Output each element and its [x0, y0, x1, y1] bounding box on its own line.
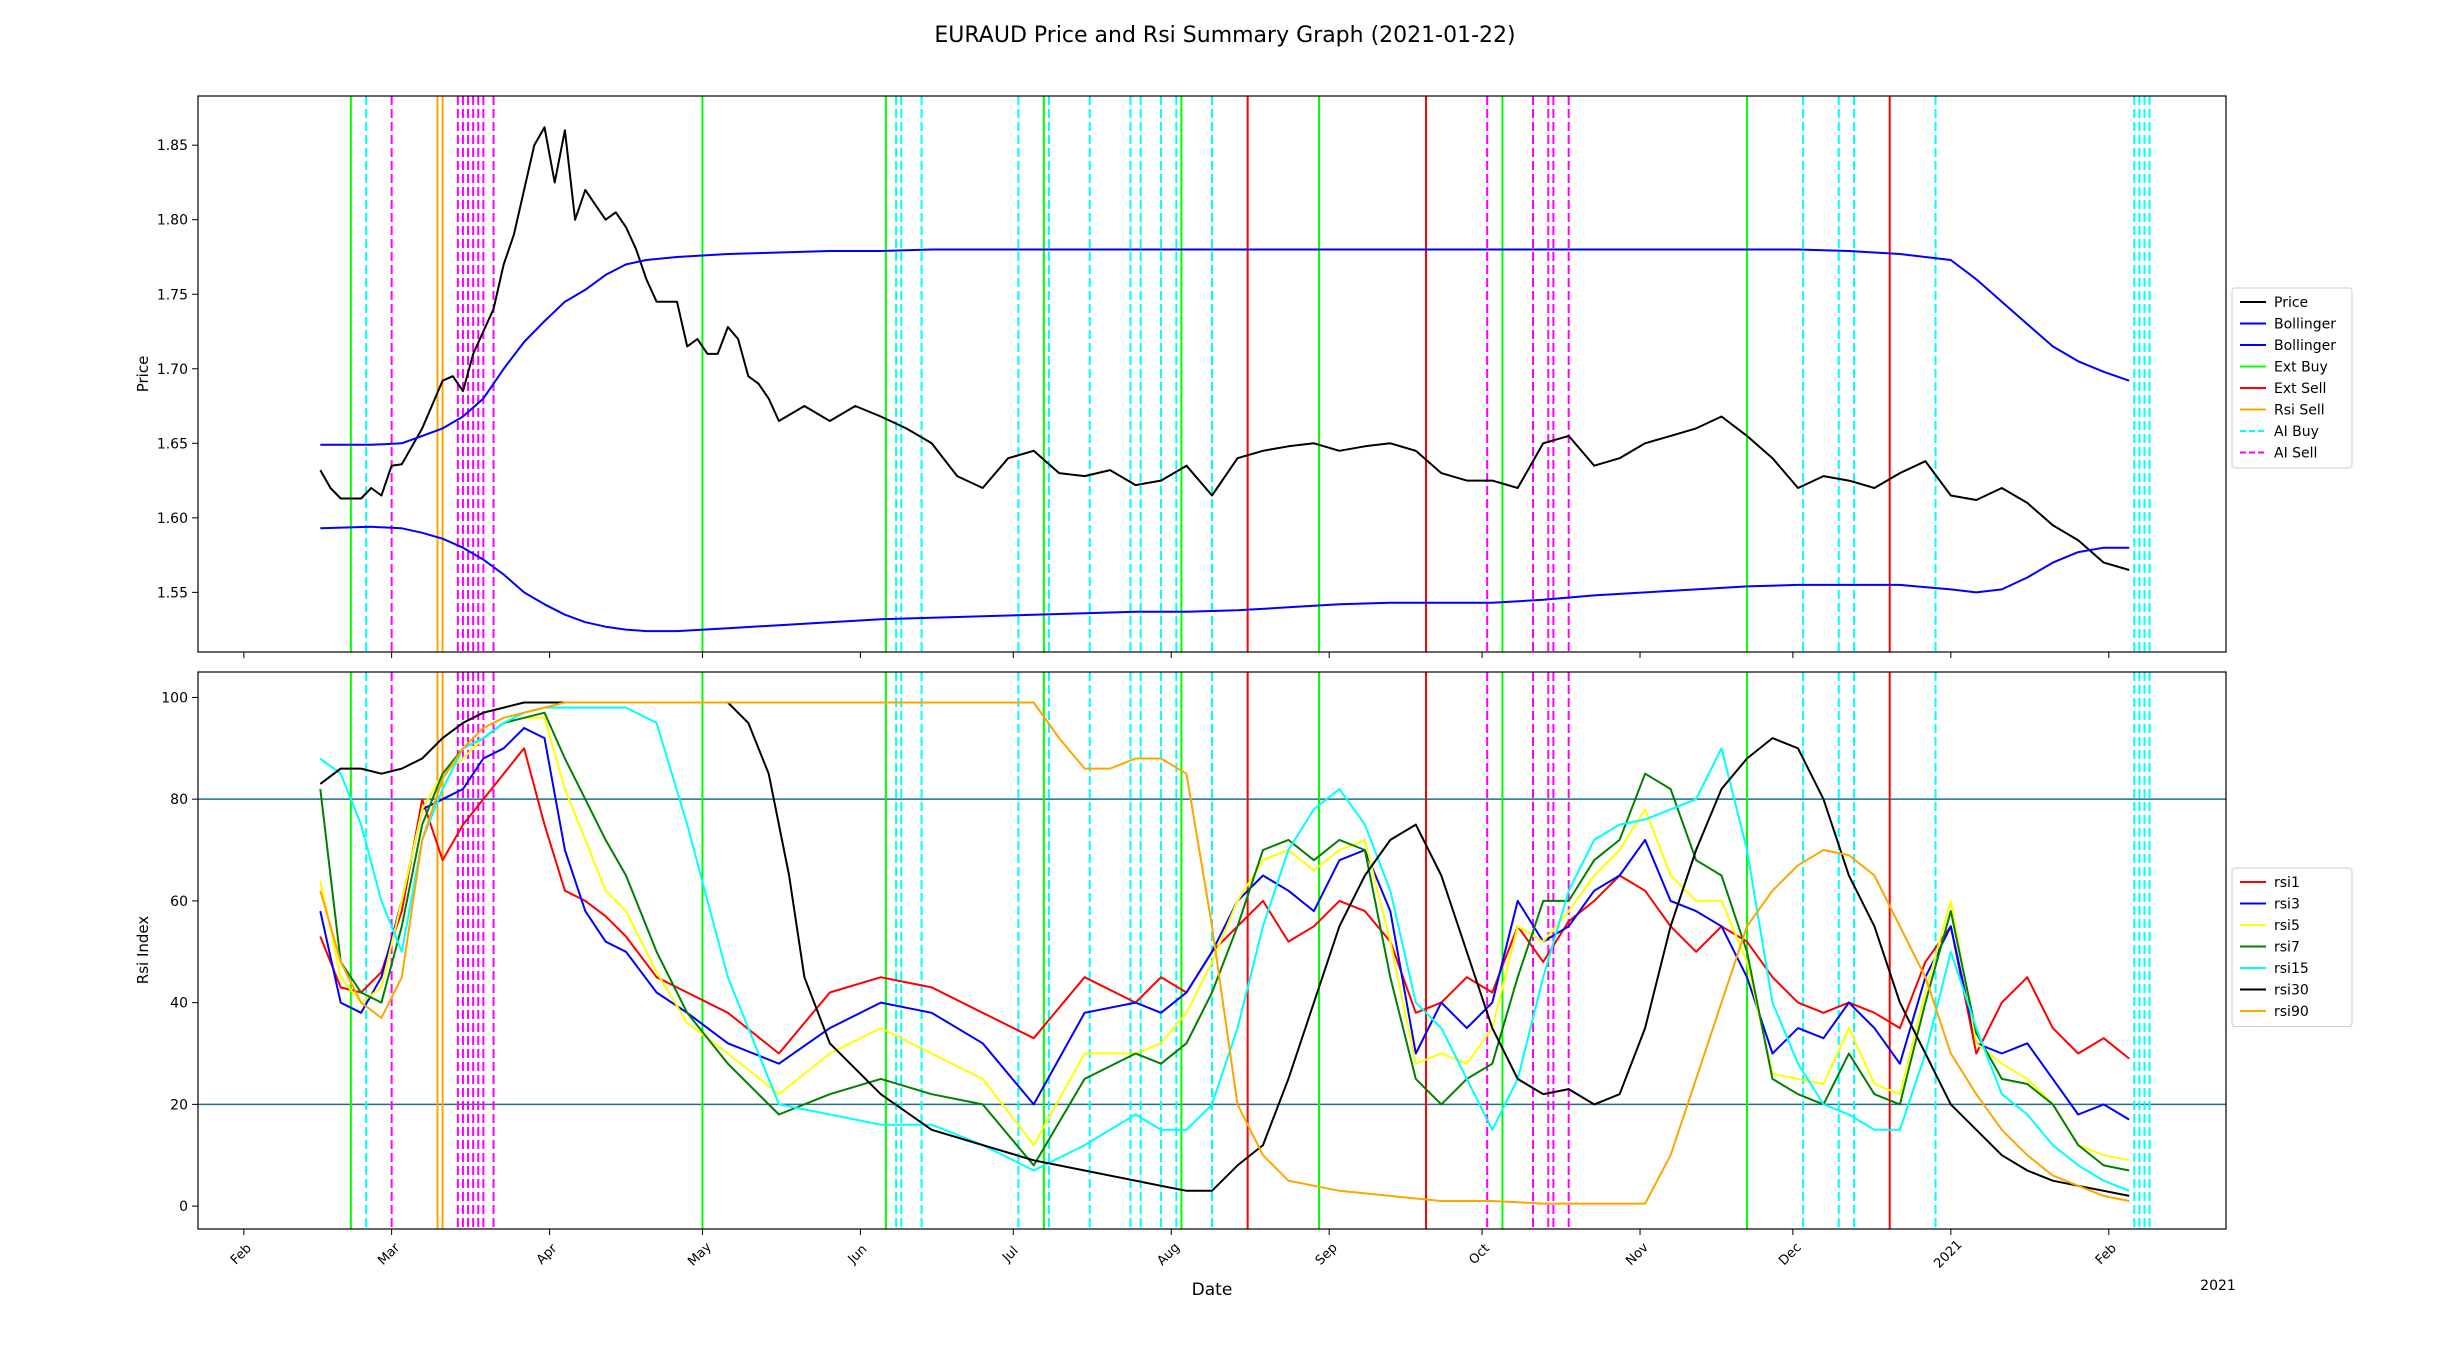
series-line-rsi5-2	[319, 716, 2130, 1162]
y-tick-label: 1.65	[157, 436, 188, 452]
series-line-price-0	[319, 126, 2130, 571]
x-tick-label: May	[685, 1240, 715, 1270]
rsi-y-label: Rsi Index	[134, 916, 152, 985]
legend-label: Ext Sell	[2274, 381, 2326, 397]
x-tick-label: Apr	[534, 1241, 561, 1268]
y-tick-label: 20	[170, 1097, 188, 1113]
legend-label: rsi1	[2274, 875, 2300, 891]
x-axis-label: Date	[1192, 1280, 1233, 1300]
series-line-rsi90-6	[319, 701, 2130, 1205]
y-tick-label: 80	[170, 792, 188, 808]
legend-label: AI Buy	[2274, 424, 2319, 440]
legend-label: Bollinger	[2274, 338, 2336, 354]
x-tick-label: Oct	[1466, 1241, 1493, 1268]
x-tick-label: Nov	[1623, 1240, 1652, 1269]
y-tick-label: 1.55	[157, 585, 188, 601]
series-line-rsi3-1	[319, 727, 2130, 1121]
legend-label: rsi30	[2274, 983, 2309, 999]
series-line-rsi1-0	[319, 747, 2130, 1060]
legend-label: Ext Buy	[2274, 360, 2328, 376]
y-tick-label: 1.70	[157, 362, 188, 378]
legend-label: rsi3	[2274, 897, 2300, 913]
legend-label: Bollinger	[2274, 317, 2336, 333]
price-x-ticks	[243, 652, 2110, 658]
rsi-series-group	[319, 701, 2130, 1205]
x-tick-label: Feb	[2093, 1241, 2120, 1268]
price-legend: Price Bollinger Bollinger Ext Buy Ext Sell Rs…	[2231, 287, 2353, 469]
legend-box	[2231, 287, 2353, 469]
x-tick-label: Jun	[845, 1242, 871, 1268]
series-line-rsi15-4	[319, 706, 2130, 1192]
series-line-rsi7-3	[319, 711, 2130, 1172]
x-tick-label: 2021	[1931, 1238, 1965, 1272]
price-signal-lines	[349, 96, 2151, 652]
y-tick-label: 1.85	[157, 138, 188, 154]
legend-label: Rsi Sell	[2274, 403, 2325, 419]
x-tick-label: Jul	[999, 1244, 1021, 1266]
rsi-x-ticks: Feb Mar Apr May Jun Jul Aug Sep Oct Nov Dec 2021 Feb	[228, 1229, 2120, 1272]
series-line-bollinger-2	[320, 525, 2130, 633]
y-tick-label: 100	[161, 690, 188, 706]
price-axes-frame	[197, 95, 2227, 653]
legend-label: rsi7	[2274, 940, 2300, 956]
x-axis-offset-label: 2021	[2200, 1278, 2236, 1294]
series-line-bollinger-1	[320, 248, 2130, 446]
rsi-signal-lines	[349, 672, 2151, 1229]
legend-label: AI Sell	[2274, 446, 2317, 462]
legend-box	[2231, 867, 2353, 1027]
price-series-group	[319, 126, 2130, 633]
price-y-label: Price	[134, 356, 152, 393]
y-tick-label: 1.80	[157, 213, 188, 229]
rsi-legend: rsi1 rsi3 rsi5 rsi7 rsi15 rsi30 rsi90	[2231, 867, 2353, 1027]
legend-label: Price	[2274, 295, 2308, 311]
price-panel: 1.55 1.60 1.65 1.70 1.75 1.80 1.85 Price Price…	[134, 95, 2353, 658]
x-tick-label: Feb	[228, 1241, 255, 1268]
rsi-axes-frame	[197, 671, 2227, 1230]
y-tick-label: 60	[170, 894, 188, 910]
y-tick-label: 1.75	[157, 287, 188, 303]
y-tick-label: 40	[170, 996, 188, 1012]
x-tick-label: Mar	[375, 1240, 403, 1268]
legend-label: rsi15	[2274, 961, 2309, 977]
x-tick-label: Dec	[1776, 1240, 1804, 1268]
price-y-ticks: 1.55 1.60 1.65 1.70 1.75 1.80 1.85	[157, 138, 198, 601]
series-line-rsi30-5	[319, 701, 2130, 1197]
legend-label: rsi90	[2274, 1004, 2309, 1020]
rsi-y-ticks: 0 20 40 60 80 100	[161, 690, 198, 1215]
x-tick-label: Aug	[1154, 1240, 1183, 1269]
x-tick-label: Sep	[1313, 1241, 1341, 1269]
rsi-panel: 0 20 40 60 80 100 Feb Mar Apr May Jun Jul Aug Sep Oct…	[134, 671, 2353, 1272]
y-tick-label: 0	[179, 1199, 188, 1215]
legend-label: rsi5	[2274, 918, 2300, 934]
figure-title: EURAUD Price and Rsi Summary Graph (2021…	[934, 23, 1515, 48]
y-tick-label: 1.60	[157, 511, 188, 527]
